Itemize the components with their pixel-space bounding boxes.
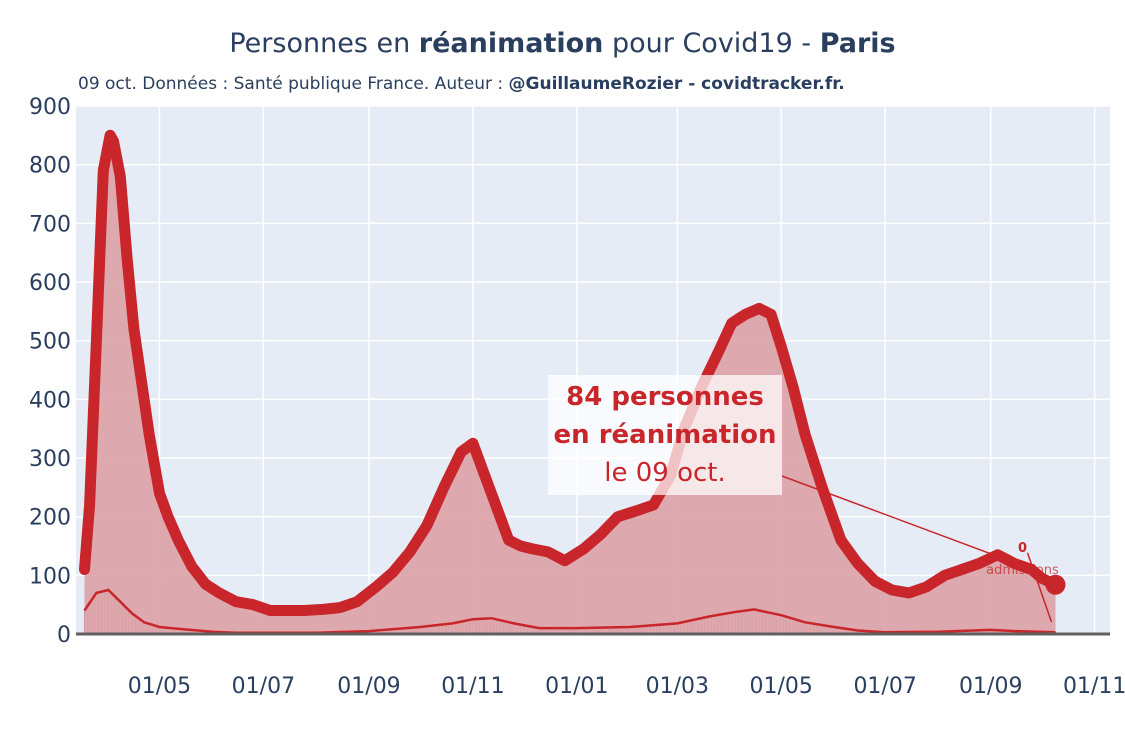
annotation-line-2: en réanimation	[553, 420, 777, 450]
x-tick-label: 01/03	[646, 674, 709, 699]
x-tick-label: 01/11	[1063, 674, 1125, 699]
x-tick-label: 01/05	[128, 674, 191, 699]
chart-subtitle: 09 oct. Données : Santé publique France.…	[78, 74, 845, 94]
y-tick-label: 200	[29, 506, 71, 531]
small-annotation-value: 0	[1018, 541, 1027, 556]
annotation-line-1: 84 personnes	[566, 382, 764, 412]
x-tick-label: 01/01	[545, 674, 608, 699]
y-tick-label: 100	[29, 564, 71, 589]
x-tick-label: 01/11	[441, 674, 504, 699]
icu-area	[84, 135, 1056, 635]
y-tick-label: 500	[29, 330, 71, 355]
x-tick-label: 01/07	[232, 674, 295, 699]
x-tick-label: 01/09	[337, 674, 400, 699]
x-tick-label: 01/05	[750, 674, 813, 699]
current-value-marker	[1045, 574, 1066, 595]
x-axis: 01/05 01/07 01/09 01/11 01/01 01/03 01/05 01/07…	[128, 674, 1125, 699]
annotation-pointer-2	[1026, 552, 1053, 623]
y-tick-label: 600	[29, 271, 71, 296]
y-tick-label: 300	[29, 447, 71, 472]
x-tick-label: 01/09	[959, 674, 1022, 699]
small-annotation-label: admissions	[986, 563, 1059, 578]
admissions-line	[83, 588, 1056, 635]
chart-title: Personnes en réanimation pour Covid19 - …	[229, 28, 896, 59]
y-axis: 0 100 200 300 400 500 600 700 800 900	[29, 95, 71, 648]
y-tick-label: 700	[29, 212, 71, 237]
y-tick-label: 400	[29, 388, 71, 413]
y-tick-label: 800	[29, 154, 71, 179]
x-tick-label: 01/07	[853, 674, 916, 699]
annotation-box: 84 personnes en réanimation le 09 oct.	[548, 375, 782, 495]
icu-line	[79, 129, 1061, 616]
y-tick-label: 0	[57, 623, 71, 648]
y-tick-label: 900	[29, 95, 71, 120]
annotation-line-3: le 09 oct.	[604, 458, 726, 488]
annotation-pointer	[781, 475, 1042, 574]
